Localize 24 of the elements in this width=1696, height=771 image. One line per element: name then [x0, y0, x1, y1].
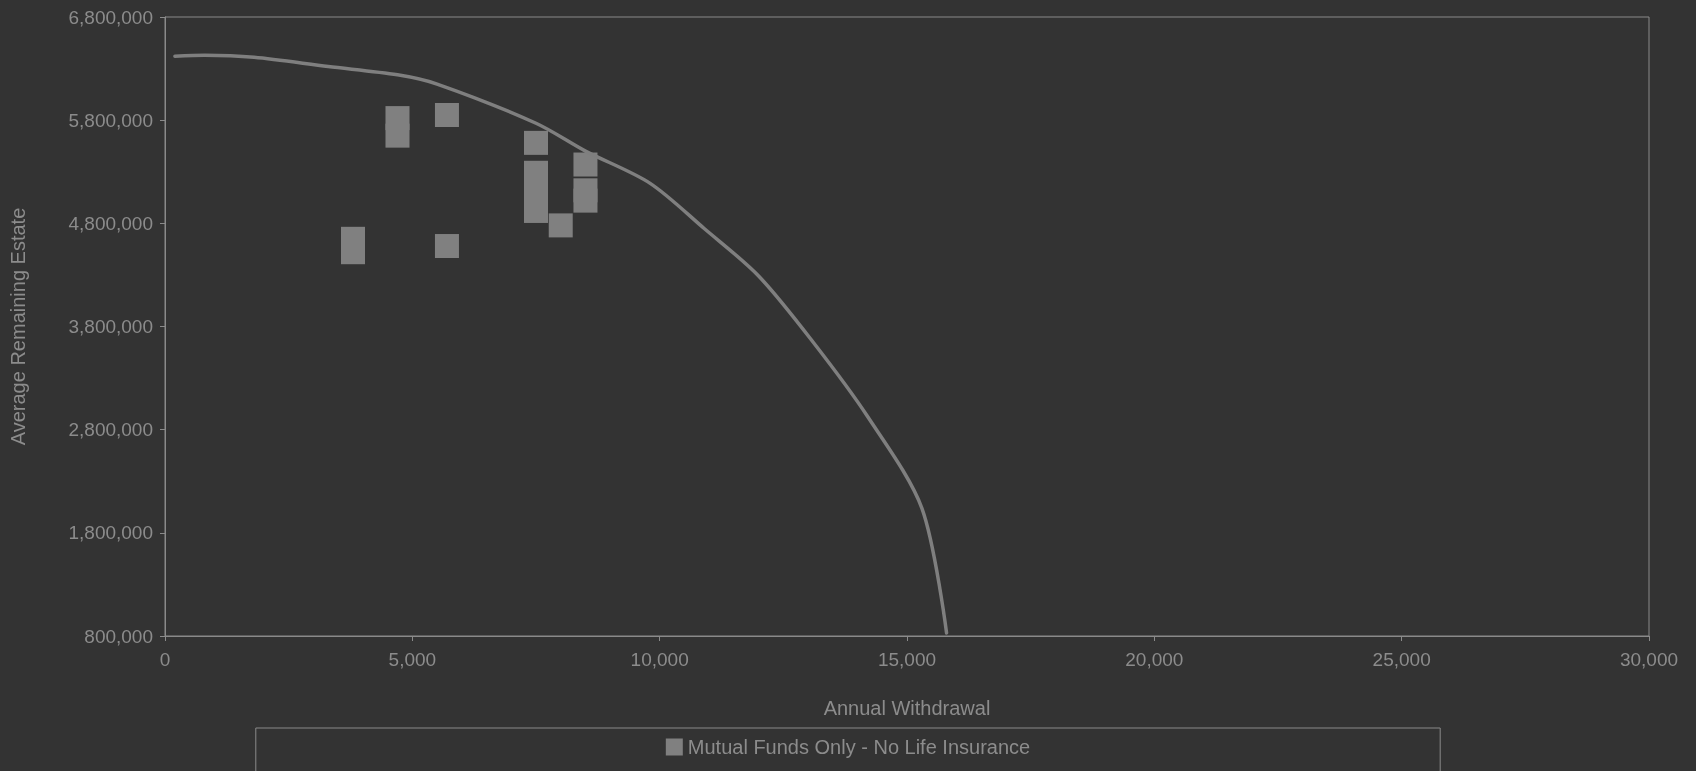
- y-axis-title: Average Remaining Estate: [7, 207, 29, 446]
- point: [524, 130, 548, 155]
- y-tick-label: 2,800,000: [68, 419, 153, 441]
- point: [573, 152, 598, 177]
- x-tick-label: 10,000: [630, 649, 689, 670]
- y-tick-label: 4,800,000: [68, 212, 153, 234]
- y-tick-label: 6,800,000: [68, 6, 153, 28]
- point: [573, 188, 598, 213]
- y-tick-label: 5,800,000: [68, 109, 153, 131]
- x-tick-label: 15,000: [877, 649, 937, 670]
- point: [434, 103, 459, 128]
- x-tick-label: 0: [159, 649, 171, 670]
- x-tick-label: 25,000: [1372, 649, 1431, 670]
- x-axis-title: Annual Withdrawal: [823, 697, 991, 719]
- legend-label: Mutual Funds Only - No Life Insurance: [687, 736, 1031, 758]
- y-tick-label: 800,000: [84, 625, 153, 647]
- x-tick-label: 5,000: [388, 649, 437, 670]
- point: [385, 123, 410, 148]
- y-tick-label: 1,800,000: [68, 522, 153, 544]
- x-tick-label: 20,000: [1125, 649, 1184, 670]
- x-tick-label: 30,000: [1619, 649, 1679, 670]
- point: [434, 234, 459, 259]
- point: [548, 213, 573, 238]
- y-tick-label: 3,800,000: [68, 316, 153, 337]
